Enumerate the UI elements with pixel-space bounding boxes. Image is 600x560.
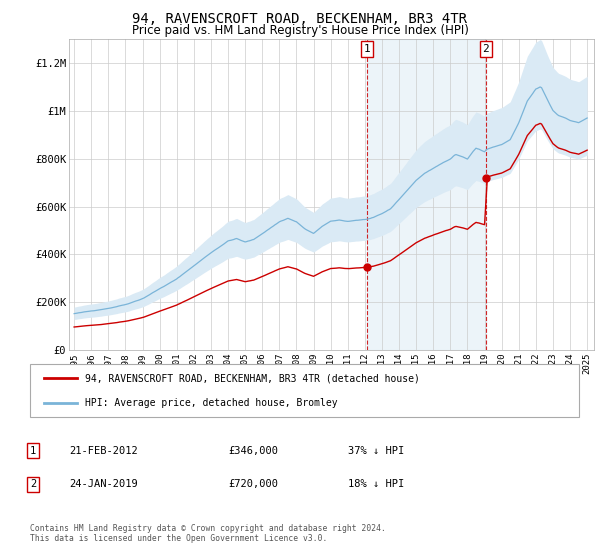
Text: Contains HM Land Registry data © Crown copyright and database right 2024.
This d: Contains HM Land Registry data © Crown c… bbox=[30, 524, 386, 543]
Text: 21-FEB-2012: 21-FEB-2012 bbox=[69, 446, 138, 456]
Text: 2: 2 bbox=[482, 44, 489, 54]
Text: 37% ↓ HPI: 37% ↓ HPI bbox=[348, 446, 404, 456]
Text: £720,000: £720,000 bbox=[228, 479, 278, 489]
Text: 2: 2 bbox=[30, 479, 36, 489]
Text: 24-JAN-2019: 24-JAN-2019 bbox=[69, 479, 138, 489]
Text: 94, RAVENSCROFT ROAD, BECKENHAM, BR3 4TR: 94, RAVENSCROFT ROAD, BECKENHAM, BR3 4TR bbox=[133, 12, 467, 26]
Text: HPI: Average price, detached house, Bromley: HPI: Average price, detached house, Brom… bbox=[85, 398, 338, 408]
Text: Price paid vs. HM Land Registry's House Price Index (HPI): Price paid vs. HM Land Registry's House … bbox=[131, 24, 469, 36]
Bar bbox=[367, 39, 486, 350]
Text: 18% ↓ HPI: 18% ↓ HPI bbox=[348, 479, 404, 489]
FancyBboxPatch shape bbox=[30, 364, 579, 417]
Text: 1: 1 bbox=[30, 446, 36, 456]
Text: 1: 1 bbox=[364, 44, 370, 54]
Text: £346,000: £346,000 bbox=[228, 446, 278, 456]
Text: 94, RAVENSCROFT ROAD, BECKENHAM, BR3 4TR (detached house): 94, RAVENSCROFT ROAD, BECKENHAM, BR3 4TR… bbox=[85, 374, 420, 384]
